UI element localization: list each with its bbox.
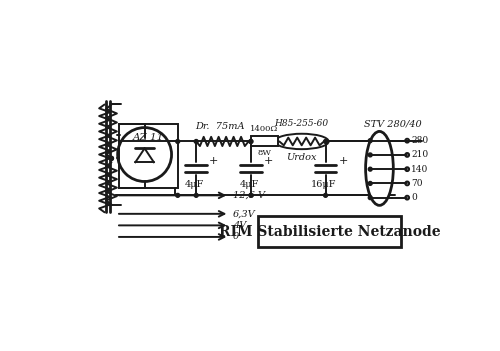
Circle shape bbox=[368, 167, 372, 171]
Bar bbox=[119, 124, 178, 188]
Circle shape bbox=[110, 157, 114, 160]
Circle shape bbox=[324, 193, 328, 197]
Text: 8W: 8W bbox=[258, 149, 272, 157]
Ellipse shape bbox=[366, 131, 394, 205]
Bar bbox=[258, 216, 400, 247]
Text: 140: 140 bbox=[411, 165, 428, 174]
Text: H85-255-60: H85-255-60 bbox=[274, 119, 328, 128]
Circle shape bbox=[324, 140, 328, 143]
Text: 70: 70 bbox=[411, 179, 422, 188]
Text: +: + bbox=[264, 157, 274, 166]
Text: 4V: 4V bbox=[233, 221, 246, 230]
Circle shape bbox=[194, 140, 198, 143]
Ellipse shape bbox=[274, 134, 328, 149]
Circle shape bbox=[249, 140, 253, 143]
Text: 16μF: 16μF bbox=[312, 180, 337, 189]
Text: RIM Stabilisierte Netzanode: RIM Stabilisierte Netzanode bbox=[218, 225, 440, 239]
Circle shape bbox=[194, 193, 198, 197]
Circle shape bbox=[368, 153, 372, 157]
Text: +: + bbox=[210, 157, 218, 166]
Text: +: + bbox=[338, 157, 348, 166]
Text: Dr.  75mA: Dr. 75mA bbox=[196, 122, 245, 131]
Circle shape bbox=[176, 140, 180, 143]
Text: AZ 11: AZ 11 bbox=[133, 133, 164, 142]
Text: 1400Ω: 1400Ω bbox=[250, 125, 278, 133]
Text: 6,3V: 6,3V bbox=[233, 209, 256, 218]
Bar bbox=[251, 137, 278, 146]
Text: 210: 210 bbox=[411, 151, 428, 159]
Circle shape bbox=[249, 140, 253, 143]
Text: 0: 0 bbox=[233, 232, 239, 241]
Circle shape bbox=[110, 157, 114, 160]
Text: 4μF: 4μF bbox=[185, 180, 204, 189]
Text: 12,6 V: 12,6 V bbox=[233, 191, 265, 200]
Circle shape bbox=[368, 139, 372, 143]
Bar bbox=[104, 96, 424, 214]
Text: Urdox: Urdox bbox=[286, 153, 317, 162]
Circle shape bbox=[176, 193, 180, 197]
Circle shape bbox=[368, 196, 372, 200]
Circle shape bbox=[368, 181, 372, 185]
Text: 280: 280 bbox=[411, 136, 428, 145]
Text: STV 280/40: STV 280/40 bbox=[364, 119, 422, 128]
Circle shape bbox=[249, 193, 253, 197]
Text: 4μF: 4μF bbox=[240, 180, 259, 189]
Text: 0: 0 bbox=[411, 193, 417, 202]
